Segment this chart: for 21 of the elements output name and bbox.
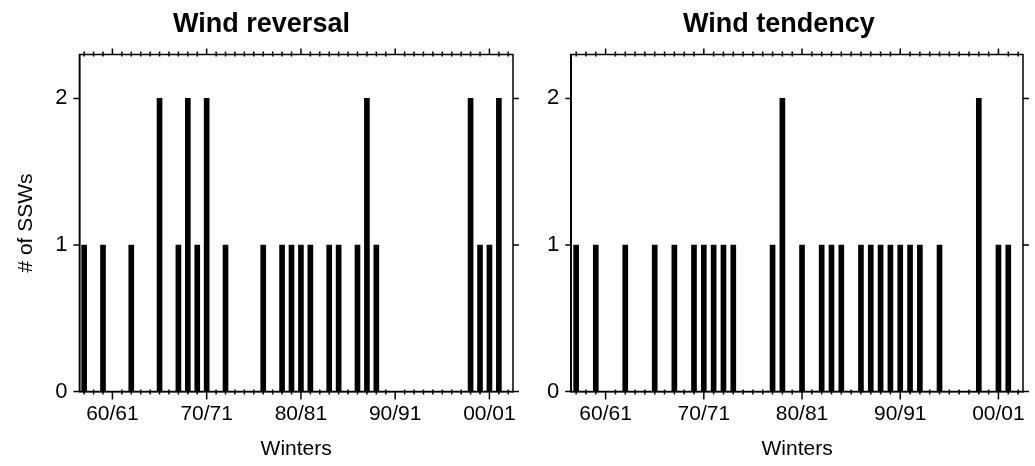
x-tick-label: 60/61 [579, 401, 632, 424]
y-tick-label: 0 [55, 377, 68, 403]
y-tick-label: 1 [55, 231, 68, 257]
x-tick-label: 70/71 [677, 401, 731, 424]
y-tick-label: 0 [546, 377, 560, 403]
x-tick-label: 00/01 [972, 401, 1025, 424]
y-tick-label: 2 [55, 84, 68, 110]
y-tick-label: 2 [546, 84, 560, 110]
chart-title: Wind reversal [173, 7, 350, 38]
x-tick-label: 70/71 [180, 401, 233, 424]
x-tick-label: 90/91 [873, 401, 927, 424]
x-tick-label: 60/61 [86, 401, 139, 424]
x-tick-label: 80/81 [775, 401, 829, 424]
chart-title: Wind tendency [683, 7, 875, 38]
x-axis-title: Winters [761, 436, 833, 460]
x-tick-label: 00/01 [463, 401, 516, 424]
x-tick-label: 90/91 [368, 401, 422, 424]
y-tick-label: 1 [546, 231, 560, 257]
x-axis-title: Winters [260, 436, 332, 460]
y-axis-title: # of SSWs [13, 173, 37, 273]
x-tick-label: 80/81 [274, 401, 328, 424]
